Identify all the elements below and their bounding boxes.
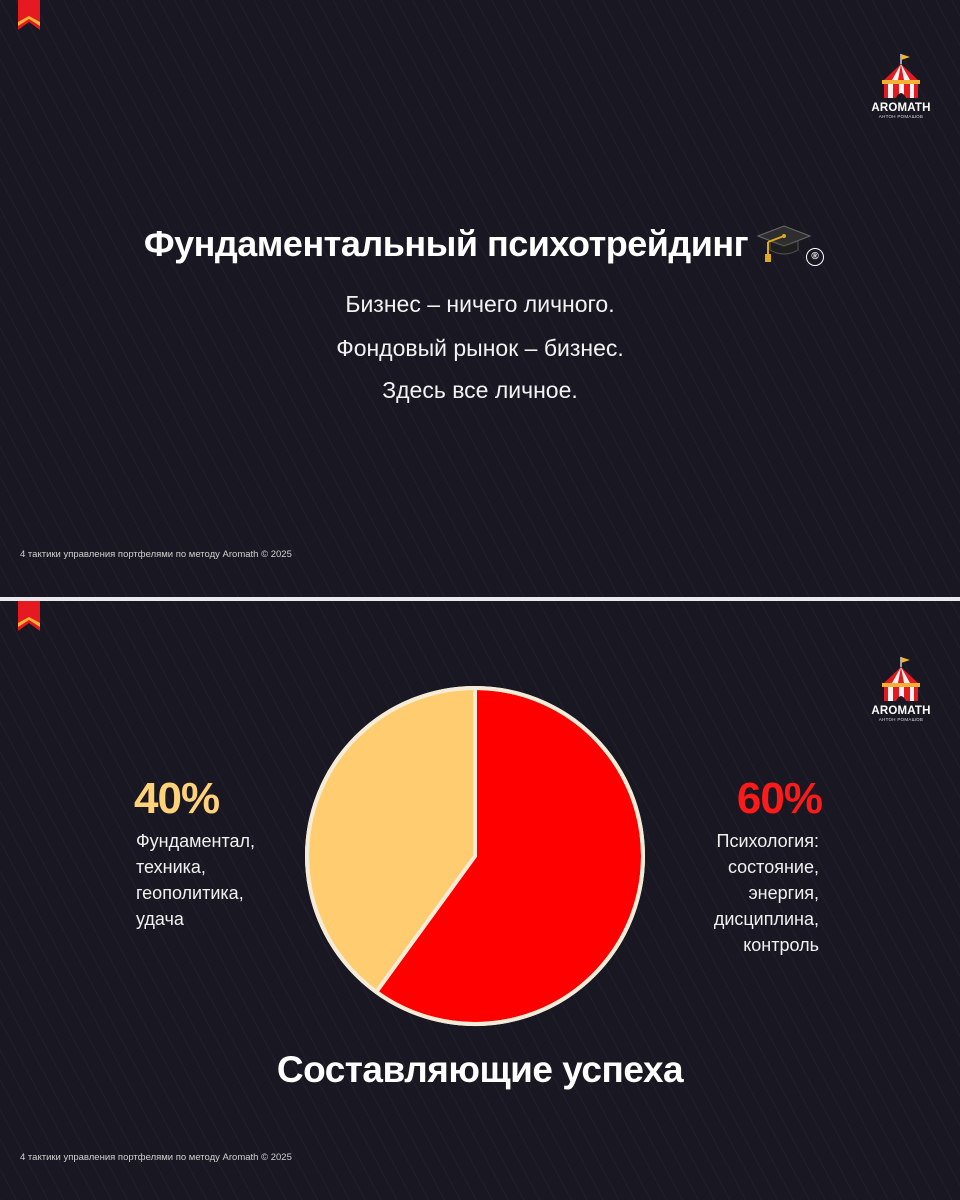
fundamental-description: Фундаментал, техника, геополитика, удача <box>136 828 255 932</box>
fundamental-percent: 40% <box>134 774 220 823</box>
fundamental-line: Фундаментал, <box>136 831 256 851</box>
slide-1-line-3: Здесь все личное. <box>382 377 578 403</box>
psychology-line: энергия, <box>748 883 819 903</box>
slide-1-title: Фундаментальный психотрейдинг ® <box>0 218 960 266</box>
slide-1: AROMATH АНТОН РОМАШОВ Фундаментальный пс… <box>0 0 960 597</box>
slide-1-footer: 4 тактики управления портфелями по метод… <box>20 549 292 560</box>
fundamental-line: техника, <box>136 857 206 877</box>
psychology-line: дисциплина, <box>713 909 819 929</box>
slide-1-line-2: Фондовый рынок – бизнес. <box>336 335 624 361</box>
bookmark-icon <box>18 601 40 631</box>
circus-tent-icon <box>882 657 920 701</box>
slide-2-footer: 4 тактики управления портфелями по метод… <box>20 1152 292 1163</box>
aromath-logo: AROMATH АНТОН РОМАШОВ <box>868 655 934 725</box>
psychology-line: состояние, <box>727 857 819 877</box>
psychology-line: контроль <box>743 935 819 955</box>
psychology-line: Психология: <box>716 831 820 851</box>
fundamental-line: удача <box>136 909 184 929</box>
logo-subtitle: АНТОН РОМАШОВ <box>878 717 924 722</box>
logo-name: AROMATH <box>871 102 931 114</box>
fundamental-line: геополитика, <box>136 883 244 903</box>
logo-name: AROMATH <box>871 705 931 717</box>
circus-tent-icon <box>882 54 920 98</box>
psychology-percent: 60% <box>736 774 823 823</box>
slide-2-title: Составляющие успеха <box>276 1049 684 1090</box>
graduation-cap-icon: ® <box>754 218 825 266</box>
registered-mark: ® <box>806 248 825 266</box>
logo-subtitle: АНТОН РОМАШОВ <box>878 114 924 119</box>
slide-1-title-text: Фундаментальный психотрейдинг <box>143 223 749 264</box>
pie-outline <box>305 686 645 1026</box>
slide-1-line-1: Бизнес – ничего личного. <box>345 291 615 317</box>
slide-2: AROMATH АНТОН РОМАШОВ 40% Фундаментал, т… <box>0 601 960 1200</box>
psychology-description: Психология: состояние, энергия, дисципли… <box>714 828 819 958</box>
pie-chart <box>305 686 645 1026</box>
slide-divider <box>0 597 960 601</box>
aromath-logo: AROMATH АНТОН РОМАШОВ <box>868 52 934 122</box>
bookmark-icon <box>18 0 40 30</box>
